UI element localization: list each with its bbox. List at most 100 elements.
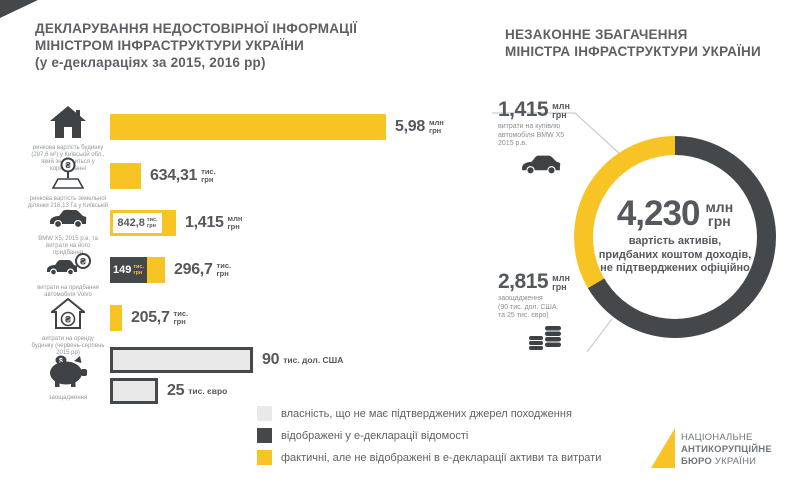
- hryvnia-glyph: ₴: [65, 161, 71, 170]
- car-icon: [50, 210, 87, 228]
- row5-bar: [110, 305, 122, 331]
- row3-icon-block: BMW X5, 2015 р.в. та витрати на його при…: [26, 207, 110, 257]
- row6-value-number: 90: [262, 351, 280, 368]
- row7-value: 25 тис. євро: [167, 382, 227, 400]
- callout-bmw-unit-top: млн: [552, 101, 570, 111]
- row4-value-unit: тис. грн: [217, 262, 232, 278]
- row5-unit-bottom: грн: [173, 317, 186, 326]
- nabu-logo-line3: БЮРО УКРАЇНИ: [681, 456, 772, 468]
- house-with-hryvnia-icon: ₴: [51, 298, 85, 329]
- row4-unit-top: тис.: [216, 261, 232, 270]
- donut-center-unit: млн грн: [705, 198, 733, 228]
- bar-row-4: 149 тис. грн 296,7 тис. грн: [110, 257, 231, 283]
- legend-item-undeclared: фактичні, але не відображені в е-деклара…: [257, 450, 601, 465]
- row5-value-unit: тис. грн: [174, 310, 189, 326]
- callout-savings-unit-top: млн: [552, 273, 570, 283]
- legend-item-declared: відображені у е-декларації відомості: [257, 428, 601, 443]
- callout-savings-unit: млн грн: [552, 272, 570, 292]
- row4-declared-box: 149 тис. грн: [110, 257, 147, 283]
- row3-unit-top: млн: [227, 214, 243, 223]
- row3-unit-bottom: грн: [227, 222, 240, 231]
- hryvnia-glyph: ₴: [65, 315, 71, 325]
- row2-unit-bottom: грн: [201, 175, 214, 184]
- row3-bar: 842,8 тис. грн: [110, 210, 176, 236]
- bar-row-7: 25 тис. євро: [110, 378, 227, 404]
- nabu-logo-line3-light: УКРАЇНИ: [714, 456, 757, 467]
- row3-declared-box: 842,8 тис. грн: [113, 213, 162, 233]
- legend-swatch-yellow: [257, 450, 272, 465]
- row4-declared-unit-bottom: грн: [133, 270, 143, 276]
- callout-savings-value: 2,815 млн грн: [498, 270, 618, 293]
- nabu-logo-line1: НАЦІОНАЛЬНЕ: [681, 432, 753, 443]
- row2-icon-block: ₴ ринкова вартість земельної ділянки 216…: [26, 156, 110, 217]
- legend: власність, що не має підтверджених джере…: [257, 406, 601, 472]
- donut-center: 4,230 млн грн вартість активів, придбаних…: [593, 155, 757, 319]
- row6-value-unit: тис. дол. США: [283, 355, 344, 365]
- callout-savings: 2,815 млн грн заощадження (90 тис. дол. С…: [498, 270, 618, 356]
- row4-declared-number: 149: [112, 264, 132, 276]
- legend-swatch-gray: [257, 406, 272, 421]
- donut-unit-bottom: грн: [707, 213, 731, 230]
- callout-bmw-value: 1,415 млн грн: [498, 98, 618, 121]
- left-chart-title: ДЕКЛАРУВАННЯ НЕДОСТОВІРНОЇ ІНФОРМАЦІЇ МІ…: [35, 21, 358, 70]
- row7-bar: [110, 378, 158, 404]
- legend-label-declared: відображені у е-декларації відомості: [281, 429, 469, 442]
- row1-value-unit: млн грн: [429, 119, 444, 135]
- row1-unit-top: млн: [428, 118, 444, 127]
- row3-declared-unit-top: тис.: [146, 217, 158, 223]
- bar-row-6: 90 тис. дол. США: [110, 347, 343, 373]
- row3-declared-number: 842,8: [117, 217, 145, 229]
- row2-bar: [110, 163, 141, 189]
- right-chart-title: НЕЗАКОННЕ ЗБАГАЧЕННЯ МІНІСТРА ІНФРАСТРУК…: [505, 27, 761, 59]
- callout-bmw-number: 1,415: [498, 98, 549, 121]
- row6-label: заощадження: [48, 395, 88, 401]
- row3-declared-unit: тис. грн: [147, 217, 158, 229]
- legend-label-unconfirmed: власність, що не має підтверджених джере…: [281, 407, 572, 420]
- row2-value-unit: тис. грн: [201, 168, 216, 184]
- row4-declared-unit: тис. грн: [133, 264, 144, 276]
- house-icon: [50, 106, 86, 138]
- callout-savings-description: заощадження (90 тис. дол. США та 25 тис.…: [498, 295, 557, 319]
- row7-value-unit: тис. євро: [188, 386, 228, 396]
- row5-label: витрати на оренду будинку (червень-серпе…: [31, 336, 105, 356]
- legend-item-unconfirmed: власність, що не має підтверджених джере…: [257, 406, 601, 421]
- row2-unit-top: тис.: [201, 167, 216, 176]
- callout-savings-unit-bottom: грн: [552, 282, 567, 292]
- legend-label-undeclared: фактичні, але не відображені в е-деклара…: [281, 451, 602, 464]
- row6-icon-block: $ заощадження: [26, 352, 110, 402]
- row4-label: витрати на придбання автомобіля Volvo: [37, 285, 99, 298]
- corner-triangle-decoration: [0, 0, 38, 18]
- row5-value: 205,7 тис. грн: [131, 309, 188, 327]
- row6-bar: [110, 347, 253, 373]
- dollar-glyph: $: [59, 358, 63, 365]
- nabu-logo-triangle-icon: [651, 428, 675, 468]
- coin-stacks-icon: [529, 325, 561, 350]
- bar-row-1: 5,98 млн грн: [110, 114, 444, 140]
- row5-value-number: 205,7: [131, 309, 170, 326]
- row4-icon-block: ₴ витрати на придбання автомобіля Volvo: [26, 252, 110, 299]
- row7-value-number: 25: [167, 382, 185, 399]
- row3-label: BMW X5, 2015 р.в. та витрати на його при…: [38, 236, 98, 256]
- hryvnia-glyph: ₴: [80, 257, 86, 267]
- row4-declared-unit-top: тис.: [133, 264, 145, 270]
- nabu-logo-line3-bold: БЮРО: [681, 456, 713, 467]
- donut-center-description: вартість активів, придбаних коштом доход…: [598, 235, 752, 275]
- bar-row-2: 634,31 тис. грн: [110, 163, 216, 189]
- callout-bmw: 1,415 млн грн витрати на купівлю автомобі…: [498, 98, 618, 180]
- callout-bmw-unit-bottom: грн: [552, 110, 567, 120]
- row1-icon-block: ринкова вартість будинку (287,6 м²) у Ки…: [26, 106, 110, 173]
- row4-value-number: 296,7: [174, 261, 213, 278]
- donut-unit-top: млн: [705, 199, 734, 216]
- row1-value-number: 5,98: [395, 118, 425, 135]
- row6-value: 90 тис. дол. США: [262, 351, 343, 369]
- nabu-logo-line2: АНТИКОРУПЦІЙНЕ: [681, 444, 772, 455]
- donut-center-value: 4,230 млн грн: [617, 196, 733, 231]
- row2-value: 634,31 тис. грн: [150, 167, 216, 185]
- row3-declared-unit-bottom: грн: [146, 223, 156, 229]
- row4-bar: 149 тис. грн: [110, 257, 165, 283]
- row4-value: 296,7 тис. грн: [174, 261, 231, 279]
- row5-icon-block: ₴ витрати на оренду будинку (червень-сер…: [26, 298, 110, 357]
- nabu-logo-text: НАЦІОНАЛЬНЕ АНТИКОРУПЦІЙНЕ БЮРО УКРАЇНИ: [681, 432, 772, 468]
- callout-savings-number: 2,815: [498, 270, 549, 293]
